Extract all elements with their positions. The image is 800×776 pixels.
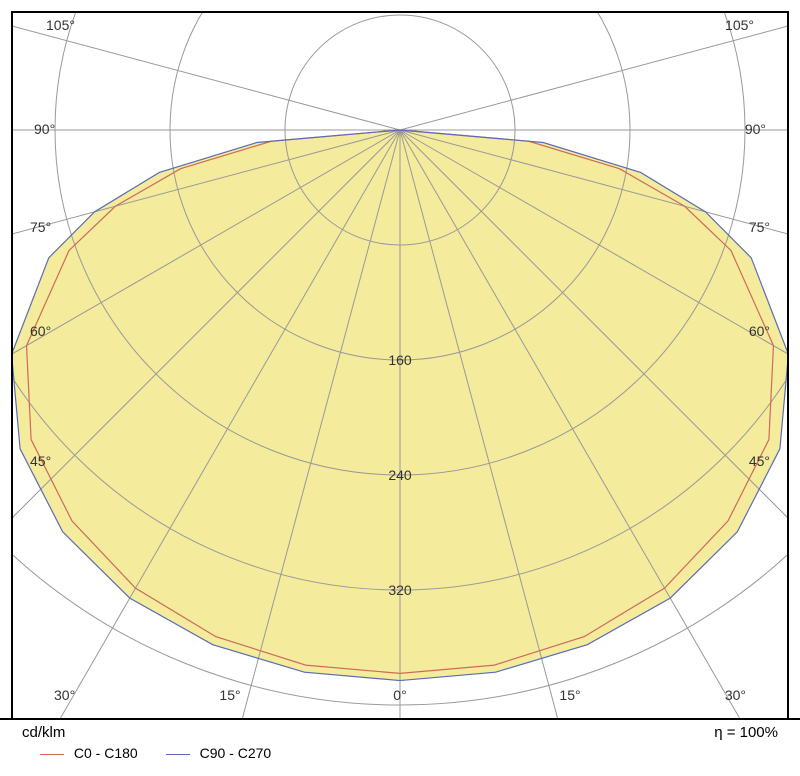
efficiency-label: η = 100% [714, 724, 778, 741]
svg-text:15°: 15° [559, 687, 580, 703]
svg-text:60°: 60° [30, 323, 51, 339]
svg-text:45°: 45° [749, 453, 770, 469]
svg-text:75°: 75° [30, 219, 51, 235]
chart-footer: cd/klm η = 100% C0 - C180 C90 - C270 [0, 718, 800, 776]
legend-swatch-0 [40, 754, 64, 755]
legend-item: C0 - C180 [40, 745, 138, 761]
svg-text:75°: 75° [749, 219, 770, 235]
svg-text:160: 160 [388, 352, 412, 368]
polar-chart-container: { "chart": { "type": "polar-luminous-int… [0, 0, 800, 776]
svg-text:30°: 30° [54, 687, 75, 703]
unit-label: cd/klm [22, 724, 65, 741]
legend-swatch-1 [166, 754, 190, 755]
svg-text:30°: 30° [725, 687, 746, 703]
svg-text:15°: 15° [219, 687, 240, 703]
polar-chart: 105° 105° 90° 90° 75° 75° 60° 60° 45° 45° 30° 30° 15… [0, 0, 800, 720]
svg-text:240: 240 [388, 467, 412, 483]
svg-text:90°: 90° [34, 121, 55, 137]
legend-label-1: C90 - C270 [200, 745, 272, 761]
svg-text:45°: 45° [30, 453, 51, 469]
legend-item: C90 - C270 [166, 745, 271, 761]
svg-text:60°: 60° [749, 323, 770, 339]
svg-text:105°: 105° [725, 17, 754, 33]
svg-text:0°: 0° [393, 687, 406, 703]
svg-text:320: 320 [388, 582, 412, 598]
legend: C0 - C180 C90 - C270 [0, 741, 800, 761]
svg-text:90°: 90° [745, 121, 766, 137]
svg-text:105°: 105° [46, 17, 75, 33]
legend-label-0: C0 - C180 [74, 745, 138, 761]
